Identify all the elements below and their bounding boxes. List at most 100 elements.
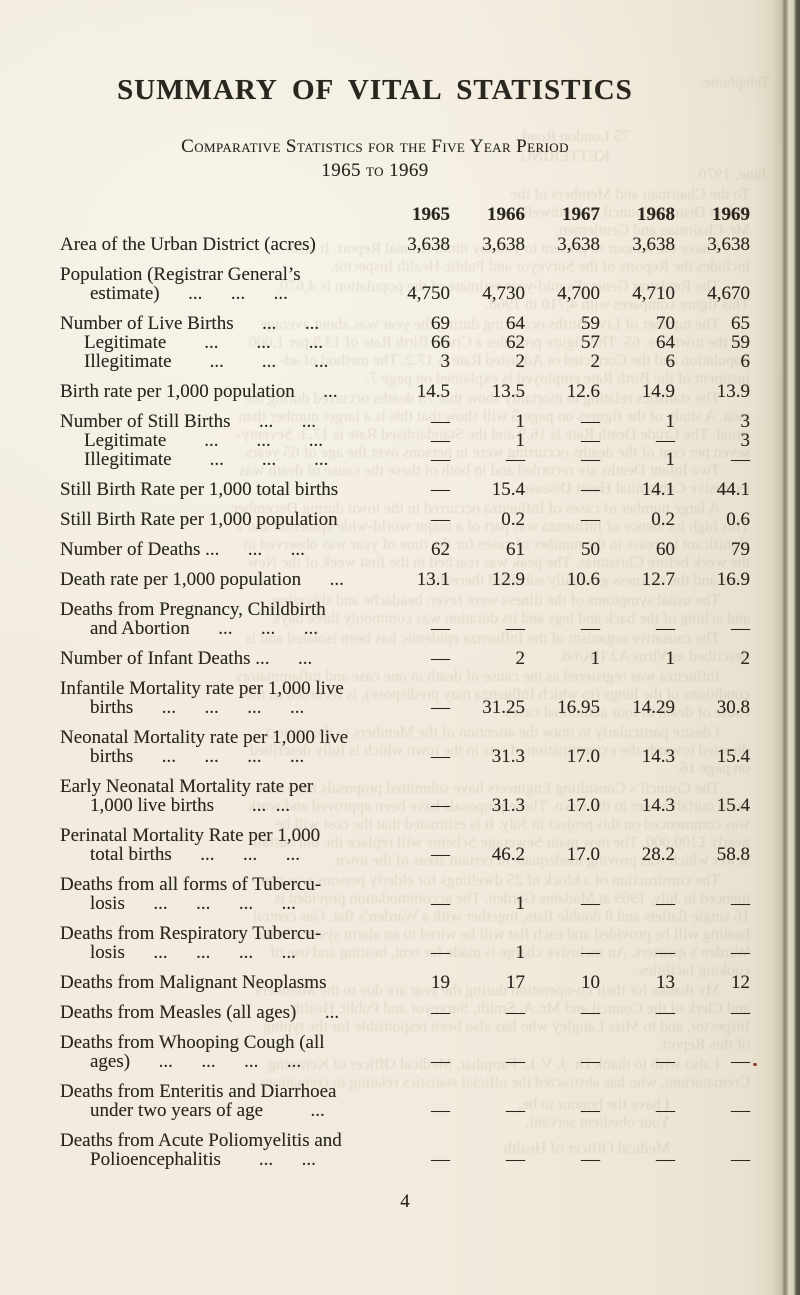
cell-value: 6 <box>665 351 676 372</box>
row-label-line: births ... ... ... ... <box>90 746 305 767</box>
cell-value: 0.6 <box>726 509 750 530</box>
row-label-line: Perinatal Mortality Rate per 1,000 <box>60 825 321 846</box>
cell-value: — <box>431 449 450 470</box>
cell-value: 1 <box>515 430 526 451</box>
year-header: 1965 <box>412 204 450 225</box>
cell-value: 14.5 <box>416 381 450 402</box>
row-label-line: Deaths from Acute Poliomyelitis and <box>60 1130 342 1151</box>
cell-value: 15.4 <box>491 479 525 500</box>
cell-value: 0.2 <box>501 509 525 530</box>
row-label-line: Illegitimate ... ... ... <box>84 351 329 372</box>
cell-value: — <box>656 1051 675 1072</box>
cell-value: 46.2 <box>491 844 525 865</box>
cell-value: — <box>581 1149 600 1170</box>
cell-value: 3 <box>740 430 751 451</box>
page-title: SUMMARY OF VITAL STATISTICS <box>117 74 633 106</box>
cell-value: — <box>431 411 450 432</box>
row-label: Deaths from Malignant Neoplasms <box>60 973 375 992</box>
row-label: Perinatal Mortality Rate per 1,000 total … <box>60 826 375 864</box>
row-label: Deaths from Pregnancy, Childbirth and Abo… <box>60 600 375 638</box>
cell-value: 19 <box>431 972 450 993</box>
cell-value: 61 <box>506 539 525 560</box>
row-label-line: Still Birth Rate per 1,000 population <box>60 509 338 530</box>
row-label: Population (Registrar General’s estimate)… <box>60 265 375 303</box>
cell-value: 65 <box>731 313 750 334</box>
row-label-line: losis ... ... ... ... <box>90 942 296 963</box>
cell-value: 12.7 <box>641 569 675 590</box>
cell-value: — <box>506 1100 525 1121</box>
cell-value: — <box>431 746 450 767</box>
cell-value: 4,670 <box>707 283 750 304</box>
cell-value: 6 <box>740 351 751 372</box>
row-label: Area of the Urban District (acres) <box>60 235 375 254</box>
cell-value: 14.3 <box>641 746 675 767</box>
cell-value: — <box>431 1051 450 1072</box>
row-label: Illegitimate ... ... ... <box>60 352 375 371</box>
row-label-line: estimate) ... ... ... <box>90 283 288 304</box>
cell-value: — <box>581 479 600 500</box>
table-row: Illegitimate ... ... ... 3 2 2 6 6 <box>60 352 750 371</box>
cell-value: 1 <box>515 411 526 432</box>
cell-value: 62 <box>431 539 450 560</box>
cell-value: 17.0 <box>566 746 600 767</box>
row-label: Infantile Mortality rate per 1,000 live b… <box>60 679 375 717</box>
cell-value: 50 <box>581 539 600 560</box>
table-row: Number of Deaths ... ... ... 62 61 50 60 79 <box>60 540 750 559</box>
cell-value: 4,730 <box>482 283 525 304</box>
cell-value: — <box>431 893 450 914</box>
table-row: Deaths from Enteritis and Diarrhoea under… <box>60 1082 750 1120</box>
cell-value: 3,638 <box>557 234 600 255</box>
cell-value: 79 <box>731 539 750 560</box>
cell-value: 62 <box>506 332 525 353</box>
cell-value: — <box>656 430 675 451</box>
cell-value: 15.4 <box>716 795 750 816</box>
table-body: Area of the Urban District (acres) 3,638… <box>60 235 750 1169</box>
cell-value: 3 <box>740 411 751 432</box>
cell-value: — <box>506 449 525 470</box>
year-header: 1967 <box>562 204 600 225</box>
cell-value: 12.6 <box>566 381 600 402</box>
cell-value: 10 <box>581 972 600 993</box>
cell-value: 13.9 <box>716 381 750 402</box>
row-label-line: Number of Live Births ... ... <box>60 313 320 334</box>
cell-value: 12 <box>731 972 750 993</box>
cell-value: 59 <box>581 313 600 334</box>
year-header-row: 1965 1966 1967 1968 1969 <box>60 205 750 224</box>
cell-value: — <box>431 648 450 669</box>
cell-value: 1 <box>665 648 676 669</box>
cell-value: 31.3 <box>491 746 525 767</box>
row-label: Deaths from Enteritis and Diarrhoea under… <box>60 1082 375 1120</box>
row-label-line: Deaths from all forms of Tubercu- <box>60 874 322 895</box>
cell-value: — <box>731 618 750 639</box>
cell-value: — <box>581 430 600 451</box>
row-label-line: Legitimate ... ... ... <box>84 430 324 451</box>
cell-value: 59 <box>731 332 750 353</box>
row-label: Legitimate ... ... ... <box>60 333 375 352</box>
cell-value: — <box>581 1002 600 1023</box>
cell-value: 1 <box>515 893 526 914</box>
row-label: Deaths from Respiratory Tubercu-losis ..… <box>60 924 375 962</box>
row-label-line: Number of Deaths ... ... ... <box>60 539 305 560</box>
row-label-line: Illegitimate ... ... ... <box>84 449 329 470</box>
row-label: Birth rate per 1,000 population ... <box>60 382 375 401</box>
subtitle: Comparative Statistics for the Five Year… <box>181 136 569 157</box>
table-row: Illegitimate ... ... ... — — — 1 — <box>60 450 750 469</box>
table-row: Deaths from Whooping Cough (all ages) ...… <box>60 1033 750 1071</box>
table-row: Legitimate ... ... ... — 1 — — 3 <box>60 431 750 450</box>
period-range: 1965 to 1969 <box>321 160 429 181</box>
table-row: Area of the Urban District (acres) 3,638… <box>60 235 750 254</box>
cell-value: — <box>581 449 600 470</box>
row-label: Neonatal Mortality rate per 1,000 live bi… <box>60 728 375 766</box>
cell-value: — <box>581 1100 600 1121</box>
row-label-line: Still Birth Rate per 1,000 total births <box>60 479 339 500</box>
row-label-line: Death rate per 1,000 population ... <box>60 569 344 590</box>
cell-value: — <box>731 893 750 914</box>
row-label: Number of Infant Deaths ... ... <box>60 649 375 668</box>
table-row: Still Birth Rate per 1,000 total births … <box>60 480 750 499</box>
cell-value: — <box>731 1149 750 1170</box>
table-row: Infantile Mortality rate per 1,000 live b… <box>60 679 750 717</box>
paper-speck <box>753 1063 757 1066</box>
cell-value: — <box>731 1051 750 1072</box>
